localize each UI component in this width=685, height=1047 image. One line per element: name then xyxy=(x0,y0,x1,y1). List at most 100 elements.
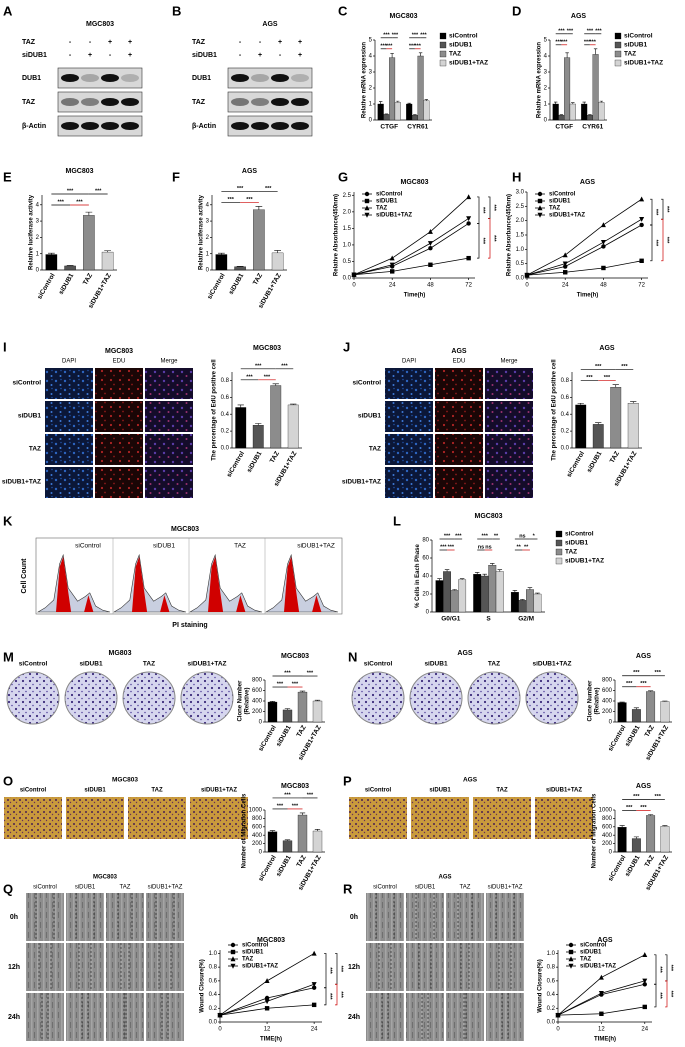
colony-plate xyxy=(122,671,176,725)
significance-label: ** xyxy=(516,544,521,550)
row-label: 24h xyxy=(8,1014,20,1021)
y-tick-label: 0 xyxy=(426,610,430,616)
y-tick-label: 2 xyxy=(36,235,40,241)
legend-label: siDUB1+TAZ xyxy=(549,213,585,219)
y-tick-label: 5 xyxy=(544,38,548,44)
bar xyxy=(458,579,467,613)
y-tick-label: 0.0 xyxy=(209,1020,218,1026)
wound-image xyxy=(446,893,484,941)
bar xyxy=(450,590,459,613)
significance-label: *** xyxy=(653,240,659,247)
y-tick-label: 0.8 xyxy=(221,378,230,384)
y-tick-label: 20 xyxy=(422,592,429,598)
panel-letter: J xyxy=(343,339,350,354)
chart-title: MGC803 xyxy=(281,783,309,790)
row-label: 12h xyxy=(8,964,20,971)
x-tick-label: 24 xyxy=(562,283,569,289)
error-bar xyxy=(269,830,276,832)
microscopy-image xyxy=(435,368,483,399)
bar xyxy=(282,709,293,723)
significance-label: *** xyxy=(567,28,574,34)
significance-label: *** xyxy=(246,197,253,203)
wound-image xyxy=(66,993,104,1041)
significance-label: *** xyxy=(561,39,568,45)
error-bar xyxy=(314,699,321,701)
bar xyxy=(488,565,497,613)
wound-image xyxy=(146,943,184,991)
x-tick-label: siDUB1 xyxy=(275,724,293,748)
x-axis-label: Time(h) xyxy=(577,293,599,299)
y-tick-label: 0.0 xyxy=(221,446,230,452)
y-tick-label: 1000 xyxy=(249,808,263,814)
significance-label: *** xyxy=(586,375,593,381)
x-tick-label: siControl xyxy=(607,854,627,882)
y-tick-label: 200 xyxy=(602,841,613,847)
condition-sign: + xyxy=(278,39,282,46)
marker xyxy=(601,244,606,249)
migration-image xyxy=(349,797,407,839)
x-tick-label: 0 xyxy=(556,1027,560,1033)
microscopy-image xyxy=(95,401,143,432)
error-bar xyxy=(633,707,639,710)
microscopy-image xyxy=(385,368,433,399)
y-tick-label: 2 xyxy=(544,86,548,92)
condition-sign: - xyxy=(279,52,282,59)
x-tick-label: CTGF xyxy=(555,124,573,131)
x-tick-label: CYR61 xyxy=(582,124,603,131)
error-bar xyxy=(274,250,281,253)
significance-label: *** xyxy=(237,186,244,192)
error-bar xyxy=(512,590,518,593)
bar xyxy=(253,209,265,271)
image-title: MGC803 xyxy=(105,348,133,355)
bar xyxy=(64,265,76,271)
legend-marker xyxy=(230,963,236,969)
panel-letter: D xyxy=(512,3,521,18)
column-label: EDU xyxy=(453,359,466,365)
y-tick-label: 0.8 xyxy=(209,965,218,971)
error-bar xyxy=(269,700,276,703)
microscopy-image xyxy=(435,434,483,465)
error-bar xyxy=(648,814,654,816)
significance-bracket xyxy=(335,983,338,1006)
significance-label: ns xyxy=(519,533,525,539)
y-tick-label: 60 xyxy=(422,556,429,562)
y-axis-label: Clone Number xyxy=(238,680,244,722)
column-label: siDUB1+TAZ xyxy=(546,788,582,794)
microscopy-image xyxy=(95,368,143,399)
panel-letter: A xyxy=(3,3,13,18)
blot-band xyxy=(61,74,79,82)
image-title: AGS xyxy=(463,777,478,784)
chart-title: AGS xyxy=(580,179,596,186)
microscopy-image xyxy=(485,401,533,432)
condition-label: siDUB1 xyxy=(22,52,47,59)
chart-title: MGC803 xyxy=(400,179,428,186)
panel-label: TAZ xyxy=(234,543,246,550)
y-tick-label: 0 xyxy=(609,720,613,726)
marker xyxy=(563,264,568,269)
legend-swatch xyxy=(555,557,563,565)
row-label: 24h xyxy=(348,1014,360,1021)
bar xyxy=(473,574,482,613)
histogram-s-phase xyxy=(36,553,111,613)
series-line xyxy=(557,980,645,1016)
blot-band xyxy=(121,122,139,130)
y-tick-label: 0.6 xyxy=(561,395,570,401)
marker xyxy=(311,982,317,987)
significance-label: *** xyxy=(633,670,640,676)
legend-marker xyxy=(537,198,543,204)
microscopy-image xyxy=(45,467,93,498)
chart-title: AGS xyxy=(636,653,652,660)
band-label: β-Actin xyxy=(22,123,46,130)
bar xyxy=(312,700,323,723)
condition-label: siDUB1 xyxy=(192,52,217,59)
error-bar xyxy=(299,812,306,816)
series-line xyxy=(353,196,469,276)
row-label: 12h xyxy=(348,964,360,971)
x-tick-label: 0 xyxy=(525,283,529,289)
bar xyxy=(406,103,413,121)
y-tick-label: 0.4 xyxy=(547,992,556,998)
legend-label: siControl xyxy=(565,531,594,538)
microscopy-image xyxy=(45,434,93,465)
marker xyxy=(311,950,317,956)
error-bar xyxy=(407,102,411,104)
